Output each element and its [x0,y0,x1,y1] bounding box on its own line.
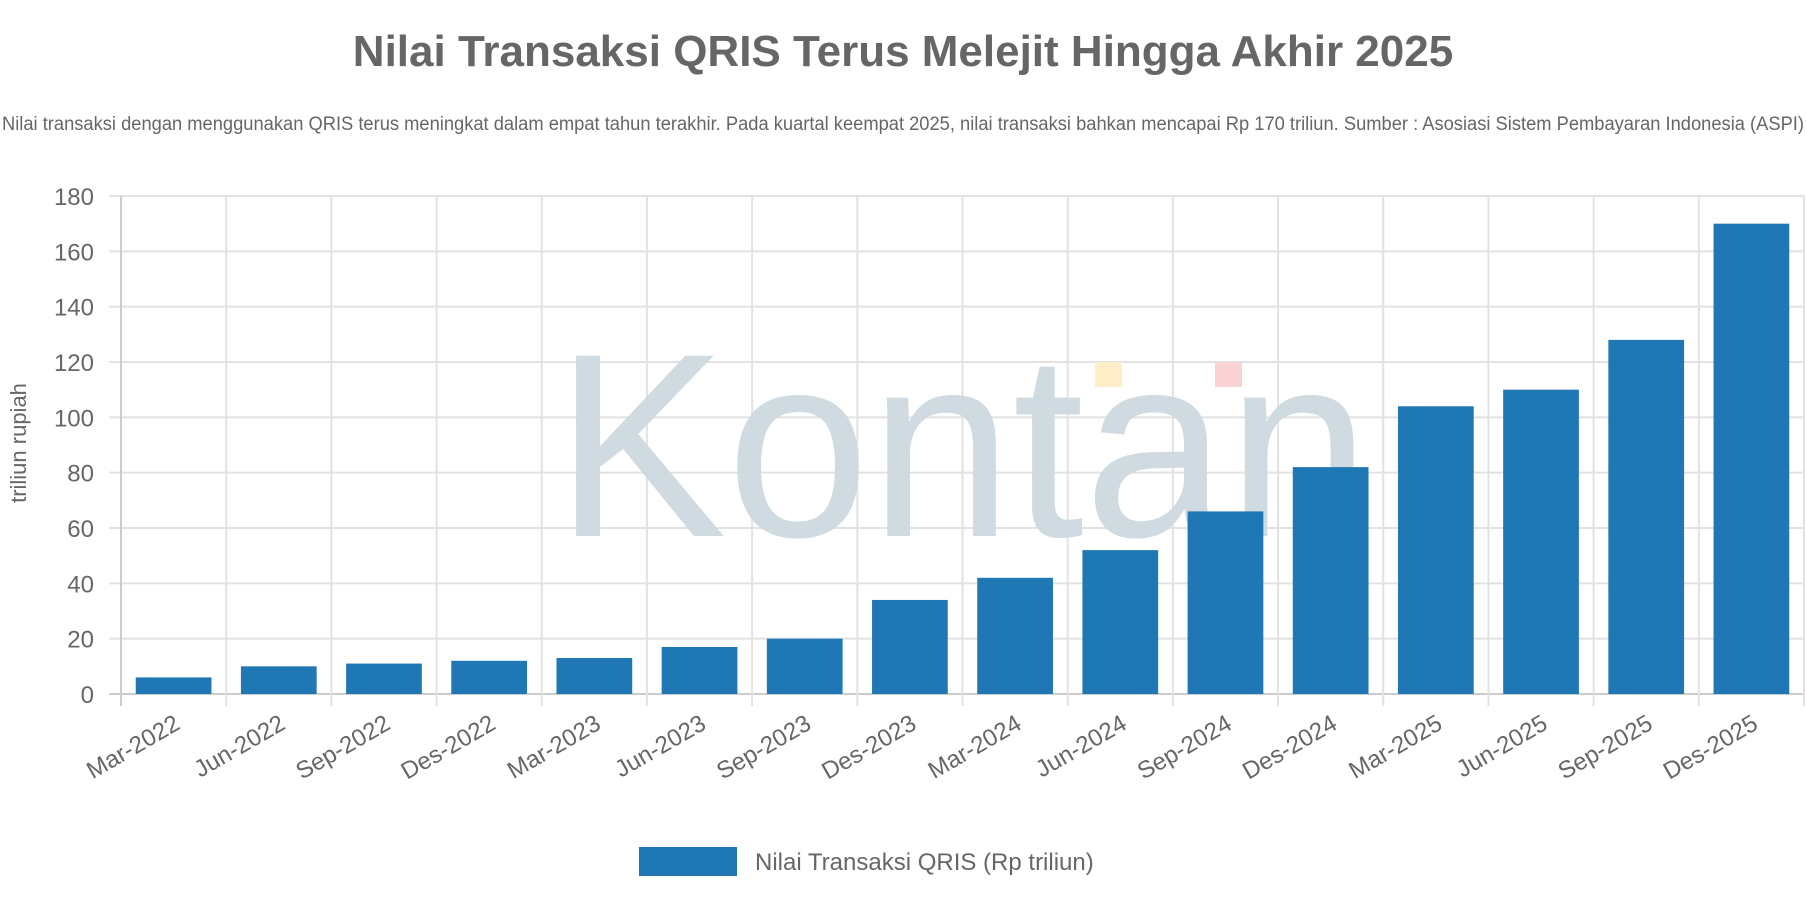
bar-sep-2023[interactable] [766,638,843,694]
x-axis: Mar-2022 Jun-2022 Sep-2022 Des-2022 Mar-2023… [82,710,1762,785]
grid [109,195,1805,706]
x-tick-label: Sep-2024 [1133,710,1237,785]
bar-jun-2024[interactable] [1082,550,1159,694]
x-tick-label: Des-2022 [397,710,501,785]
x-tick-label: Jun-2025 [1452,710,1552,783]
x-tick-label: Mar-2025 [1344,710,1446,785]
watermark-accent-yellow [1095,362,1122,387]
x-tick-label: Jun-2024 [1031,710,1131,783]
bar-mar-2022[interactable] [135,677,212,694]
bar-jun-2023[interactable] [661,646,738,694]
chart-subtitle: Nilai transaksi dengan menggunakan QRIS … [2,114,1804,135]
x-tick-label: Sep-2022 [291,710,395,785]
y-tick-label: 80 [67,461,94,488]
legend-swatch [639,847,737,876]
bar-sep-2024[interactable] [1187,511,1264,694]
legend-label: Nilai Transaksi QRIS (Rp triliun) [755,849,1094,876]
y-tick-label: 60 [67,516,94,543]
y-axis: 0 20 40 60 80 100 120 140 160 180 [54,184,94,709]
x-tick-label: Jun-2022 [190,710,290,783]
bar-mar-2023[interactable] [556,658,633,694]
legend[interactable]: Nilai Transaksi QRIS (Rp triliun) [639,847,1094,876]
bar-mar-2024[interactable] [977,577,1053,694]
bar-jun-2025[interactable] [1503,389,1579,694]
y-tick-label: 0 [81,682,94,709]
x-tick-label: Sep-2023 [712,710,816,785]
bar-des-2025[interactable] [1713,223,1790,694]
watermark-accent-red [1215,362,1242,387]
x-tick-label: Des-2023 [817,710,921,785]
bars [135,223,1790,694]
y-tick-label: 20 [67,627,94,654]
x-tick-label: Mar-2023 [503,710,605,785]
bar-mar-2025[interactable] [1397,406,1474,694]
bar-sep-2025[interactable] [1608,339,1685,694]
y-tick-label: 120 [54,350,94,377]
y-tick-label: 180 [54,184,94,211]
bar-sep-2022[interactable] [346,663,422,694]
bar-des-2023[interactable] [872,599,948,694]
y-tick-label: 100 [54,405,94,432]
bar-jun-2022[interactable] [240,666,317,694]
x-tick-label: Des-2025 [1659,710,1763,785]
x-tick-label: Mar-2022 [82,710,184,785]
y-tick-label: 40 [67,571,94,598]
x-tick-label: Mar-2024 [924,710,1026,785]
y-tick-label: 140 [54,295,94,322]
y-tick-label: 160 [54,239,94,266]
chart-title: Nilai Transaksi QRIS Terus Melejit Hingg… [353,27,1453,76]
x-tick-label: Des-2024 [1238,710,1342,785]
bar-des-2024[interactable] [1292,467,1369,694]
bar-des-2022[interactable] [451,660,528,694]
y-axis-label: triliun rupiah [6,383,31,503]
x-tick-label: Sep-2025 [1554,710,1658,785]
x-tick-label: Jun-2023 [610,710,710,783]
